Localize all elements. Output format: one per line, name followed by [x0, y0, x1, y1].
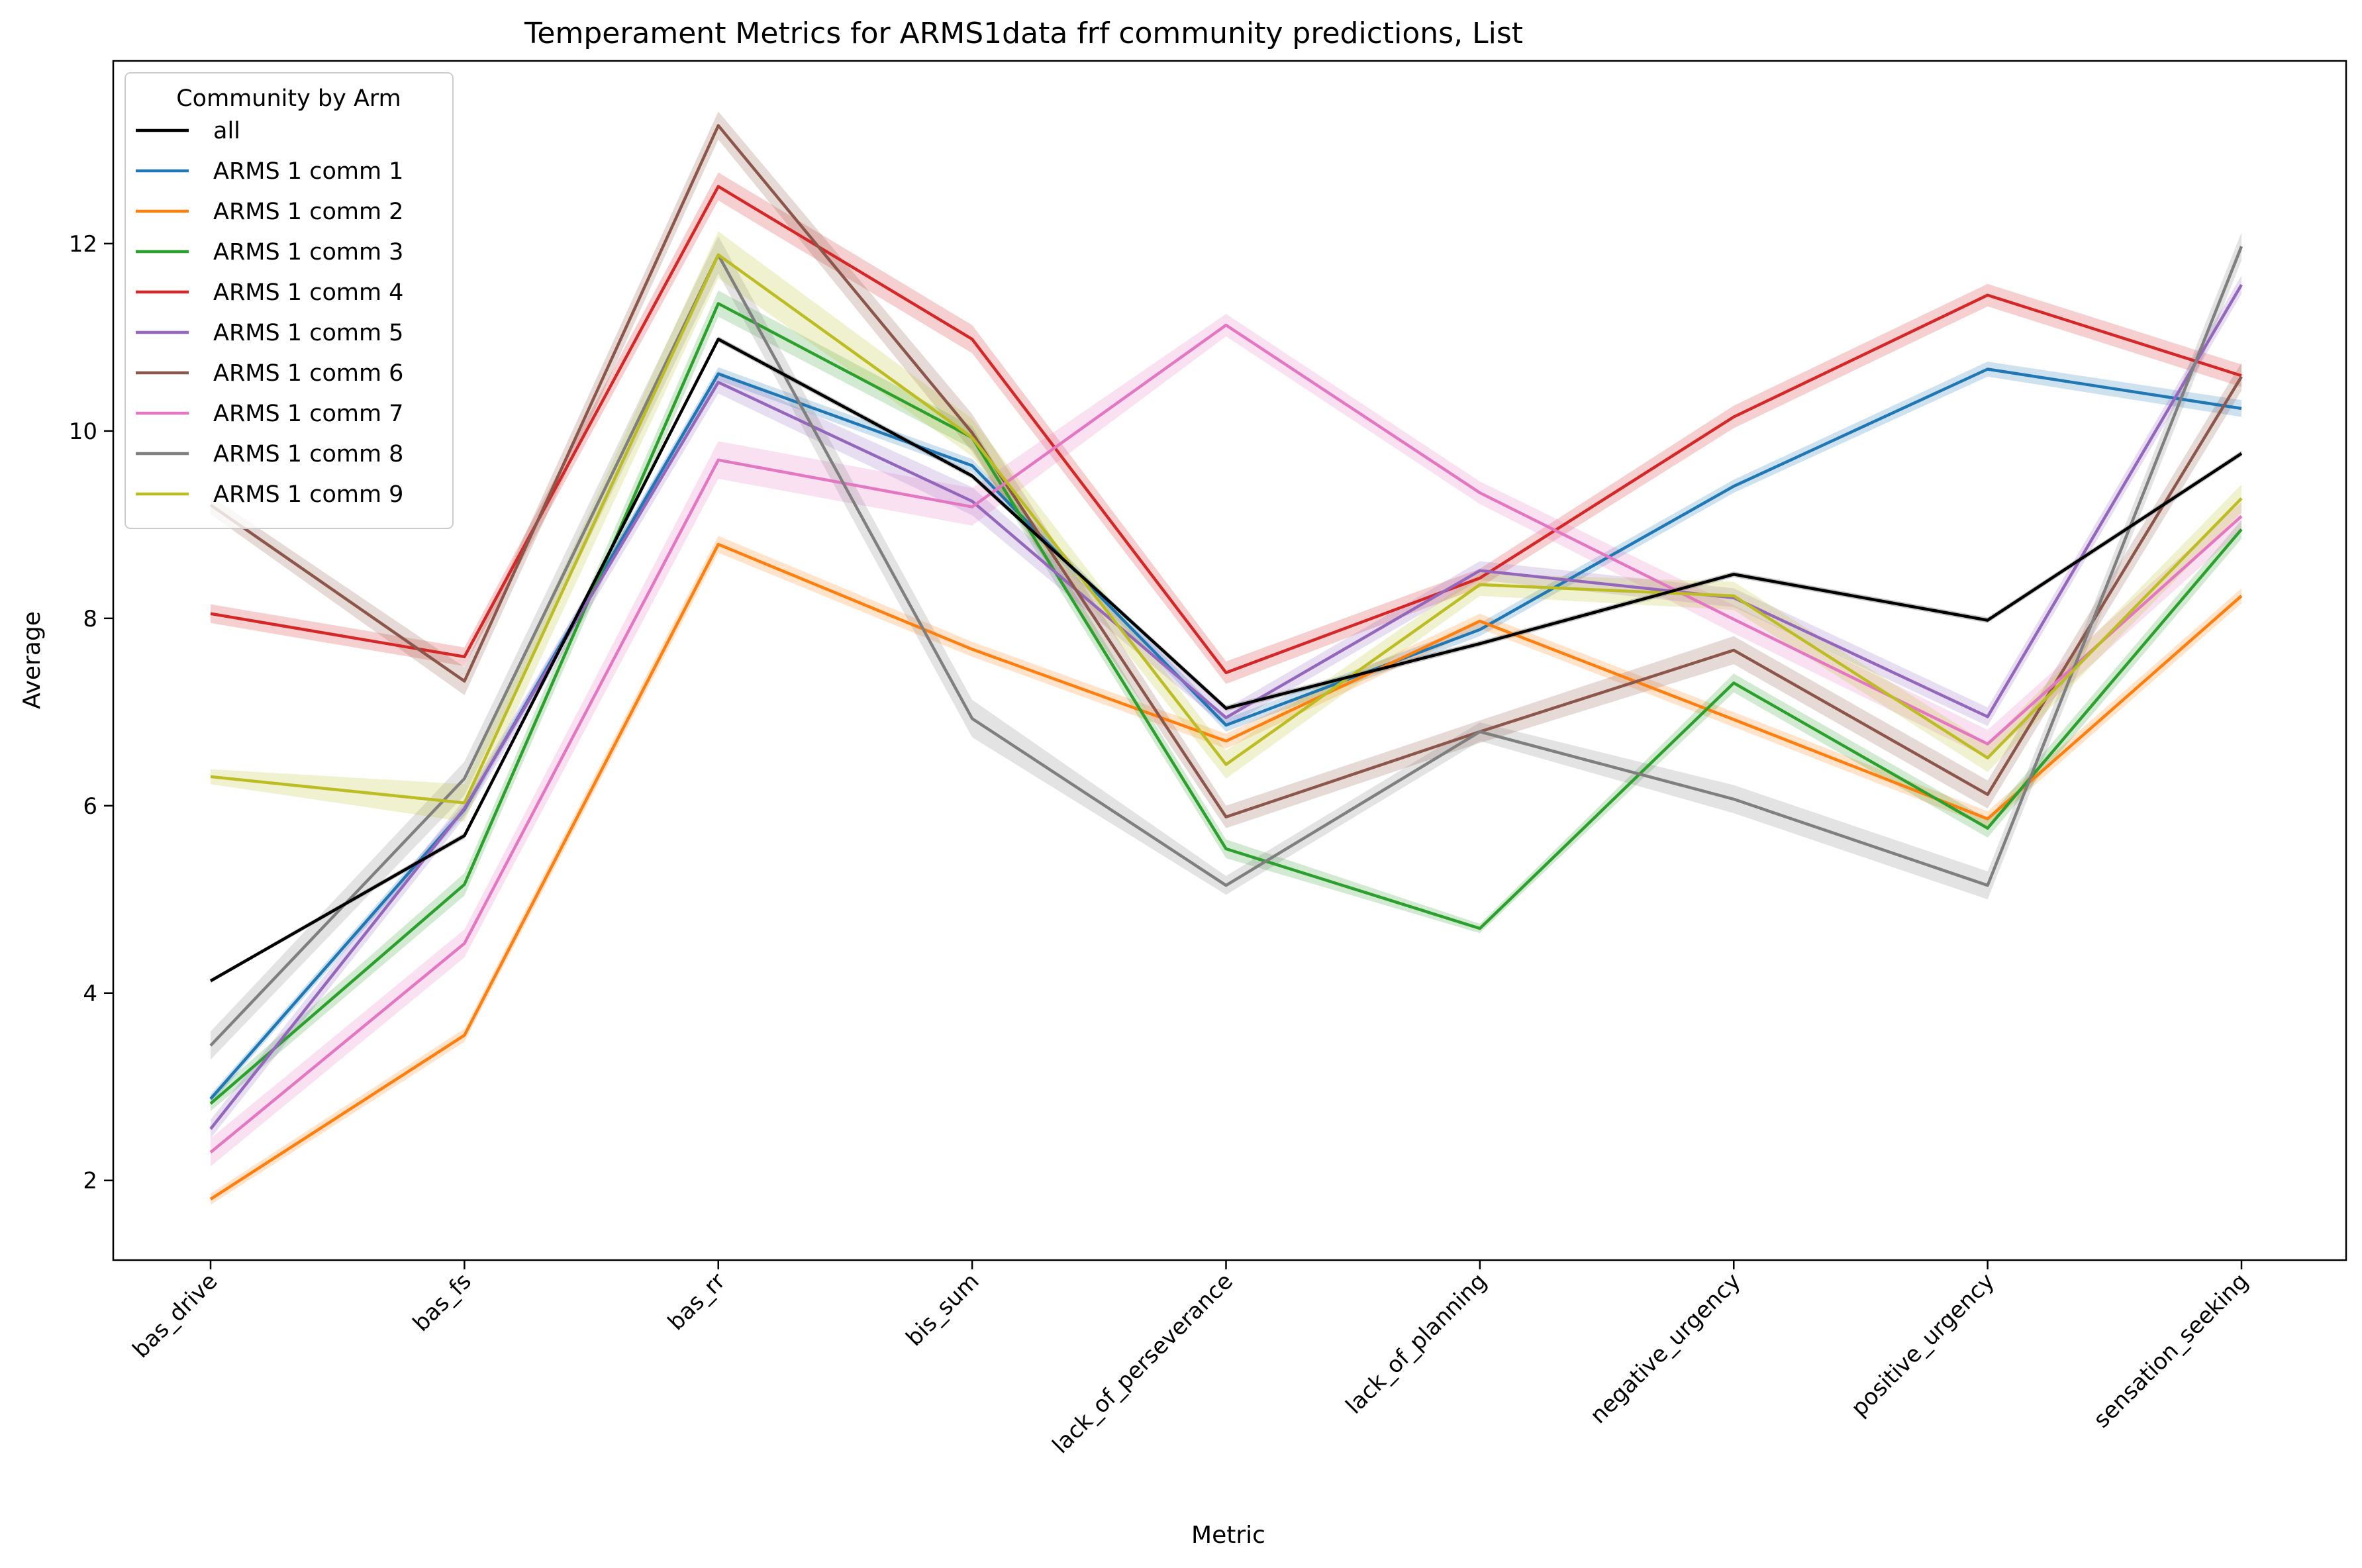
- legend-title: Community by Arm: [176, 85, 401, 112]
- x-tick-label-4: lack_of_perseverance: [1048, 1268, 1238, 1459]
- legend-label-4: ARMS 1 comm 4: [213, 279, 403, 306]
- legend-label-8: ARMS 1 comm 8: [213, 441, 403, 467]
- series-line-6: [209, 124, 2243, 819]
- legend-items: all ARMS 1 comm 1 ARMS 1 comm 2 ARMS 1 comm…: [136, 118, 403, 508]
- series-line-9: [210, 253, 2243, 805]
- series-lines: [209, 124, 2243, 1200]
- x-axis-title: Metric: [1191, 1522, 1265, 1549]
- series-line-4: [210, 185, 2242, 675]
- series-line-8: [209, 246, 2243, 1047]
- y-axis-title: Average: [19, 611, 46, 709]
- legend-label-2: ARMS 1 comm 2: [213, 199, 403, 225]
- x-tick-label-5: lack_of_planning: [1341, 1268, 1492, 1419]
- legend-label-7: ARMS 1 comm 7: [213, 401, 403, 427]
- series-line-0: [209, 337, 2243, 983]
- chart-title: Temperament Metrics for ARMS1data frf co…: [524, 17, 1523, 50]
- x-tick-label-3: bis_sum: [901, 1268, 985, 1351]
- legend-label-5: ARMS 1 comm 5: [213, 320, 403, 346]
- legend-label-9: ARMS 1 comm 9: [213, 481, 403, 508]
- series-line-2: [209, 542, 2243, 1200]
- y-tick-label-1: 4: [83, 981, 97, 1007]
- series-line-5: [209, 284, 2243, 1130]
- confidence-band-8: [211, 232, 2241, 1060]
- legend-label-1: ARMS 1 comm 1: [213, 158, 403, 185]
- x-tick-label-6: negative_urgency: [1585, 1268, 1746, 1429]
- y-tick-label-4: 10: [69, 418, 97, 445]
- legend: Community by Arm all ARMS 1 comm 1 ARMS 1 …: [124, 72, 454, 529]
- x-tick-label-7: positive_urgency: [1846, 1268, 2000, 1422]
- y-tick-label-0: 2: [83, 1168, 97, 1195]
- plot-area-frame: [112, 60, 2347, 1261]
- legend-box: [124, 72, 454, 529]
- y-tick-label-3: 8: [83, 606, 97, 632]
- x-tick-label-1: bas_fs: [408, 1268, 477, 1337]
- series-line-3: [209, 302, 2243, 1105]
- legend-label-0: all: [213, 118, 240, 144]
- legend-label-3: ARMS 1 comm 3: [213, 239, 403, 266]
- y-axis: 2 4 6 8 10 12: [69, 231, 113, 1195]
- legend-label-6: ARMS 1 comm 6: [213, 360, 403, 387]
- y-tick-label-5: 12: [69, 231, 97, 258]
- confidence-bands: [211, 111, 2241, 1205]
- y-tick-label-2: 6: [83, 793, 97, 820]
- x-tick-label-0: bas_drive: [128, 1268, 223, 1363]
- confidence-band-4: [211, 172, 2241, 684]
- x-tick-label-2: bas_rr: [663, 1268, 730, 1336]
- x-tick-label-8: sensation_seeking: [2089, 1268, 2253, 1433]
- x-axis: bas_drive bas_fs bas_rr bis_sum lack_of_pers…: [128, 1260, 2253, 1459]
